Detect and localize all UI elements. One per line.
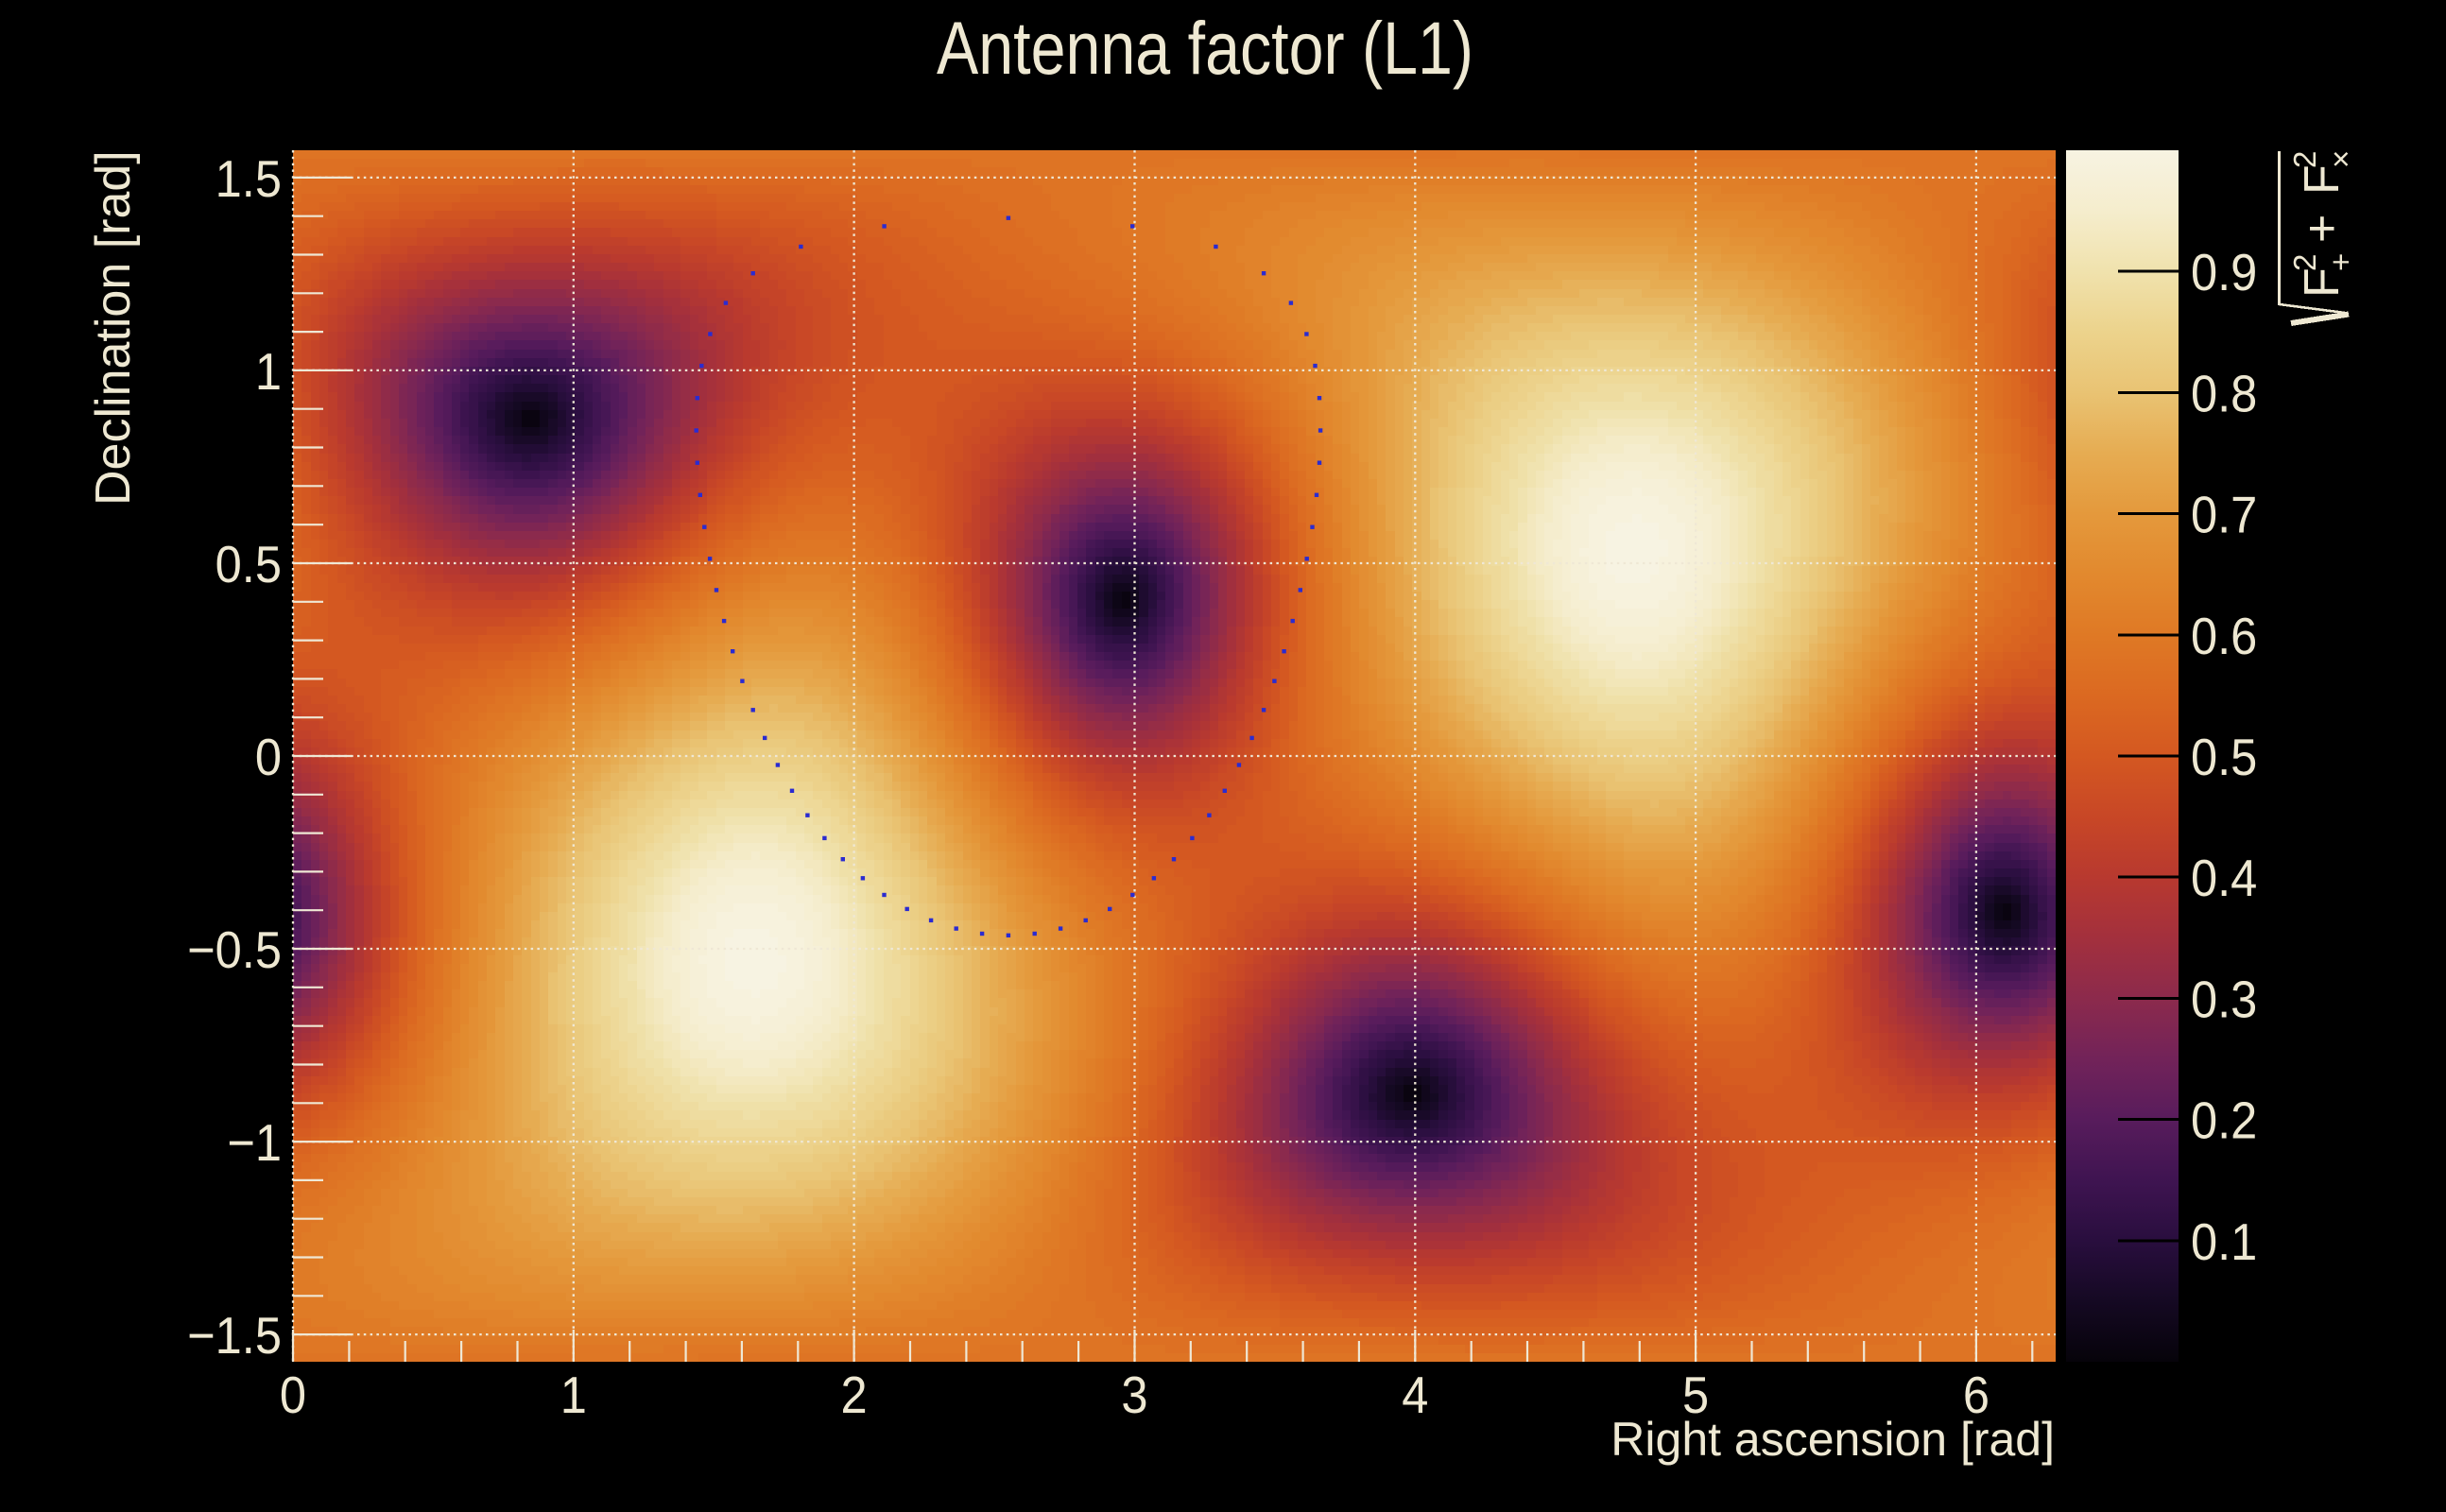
svg-text:−1.5: −1.5 — [187, 1307, 282, 1365]
svg-text:0.6: 0.6 — [2191, 608, 2257, 665]
svg-text:2: 2 — [2287, 254, 2322, 271]
svg-text:0.4: 0.4 — [2191, 850, 2257, 907]
svg-text:3: 3 — [1121, 1366, 1147, 1424]
svg-text:+: + — [2323, 253, 2358, 271]
svg-text:0.9: 0.9 — [2191, 244, 2257, 301]
svg-text:1.5: 1.5 — [215, 150, 282, 208]
svg-text:5: 5 — [1682, 1366, 1709, 1424]
svg-text:F: F — [2295, 267, 2350, 298]
svg-text:0.2: 0.2 — [2191, 1092, 2257, 1150]
svg-text:+: + — [2295, 215, 2350, 243]
svg-text:×: × — [2323, 150, 2358, 168]
svg-text:1: 1 — [255, 343, 282, 401]
svg-text:0.7: 0.7 — [2191, 487, 2257, 544]
svg-text:−1: −1 — [227, 1114, 282, 1172]
svg-text:0.5: 0.5 — [215, 536, 282, 593]
svg-text:−0.5: −0.5 — [187, 921, 282, 979]
svg-text:0.1: 0.1 — [2191, 1213, 2257, 1271]
svg-text:0.5: 0.5 — [2191, 729, 2257, 786]
svg-text:F: F — [2295, 164, 2350, 195]
svg-text:2: 2 — [841, 1366, 868, 1424]
svg-text:0.8: 0.8 — [2191, 365, 2257, 422]
svg-text:4: 4 — [1402, 1366, 1428, 1424]
svg-text:2: 2 — [2287, 151, 2322, 168]
svg-text:Antenna factor (L1): Antenna factor (L1) — [937, 8, 1473, 91]
svg-text:0: 0 — [255, 729, 282, 786]
svg-text:1: 1 — [560, 1366, 587, 1424]
svg-text:0: 0 — [280, 1366, 306, 1424]
svg-text:6: 6 — [1963, 1366, 1990, 1424]
svg-text:Declination [rad]: Declination [rad] — [86, 150, 141, 506]
svg-text:0.3: 0.3 — [2191, 971, 2257, 1028]
svg-text:Right ascension [rad]: Right ascension [rad] — [1611, 1413, 2055, 1466]
